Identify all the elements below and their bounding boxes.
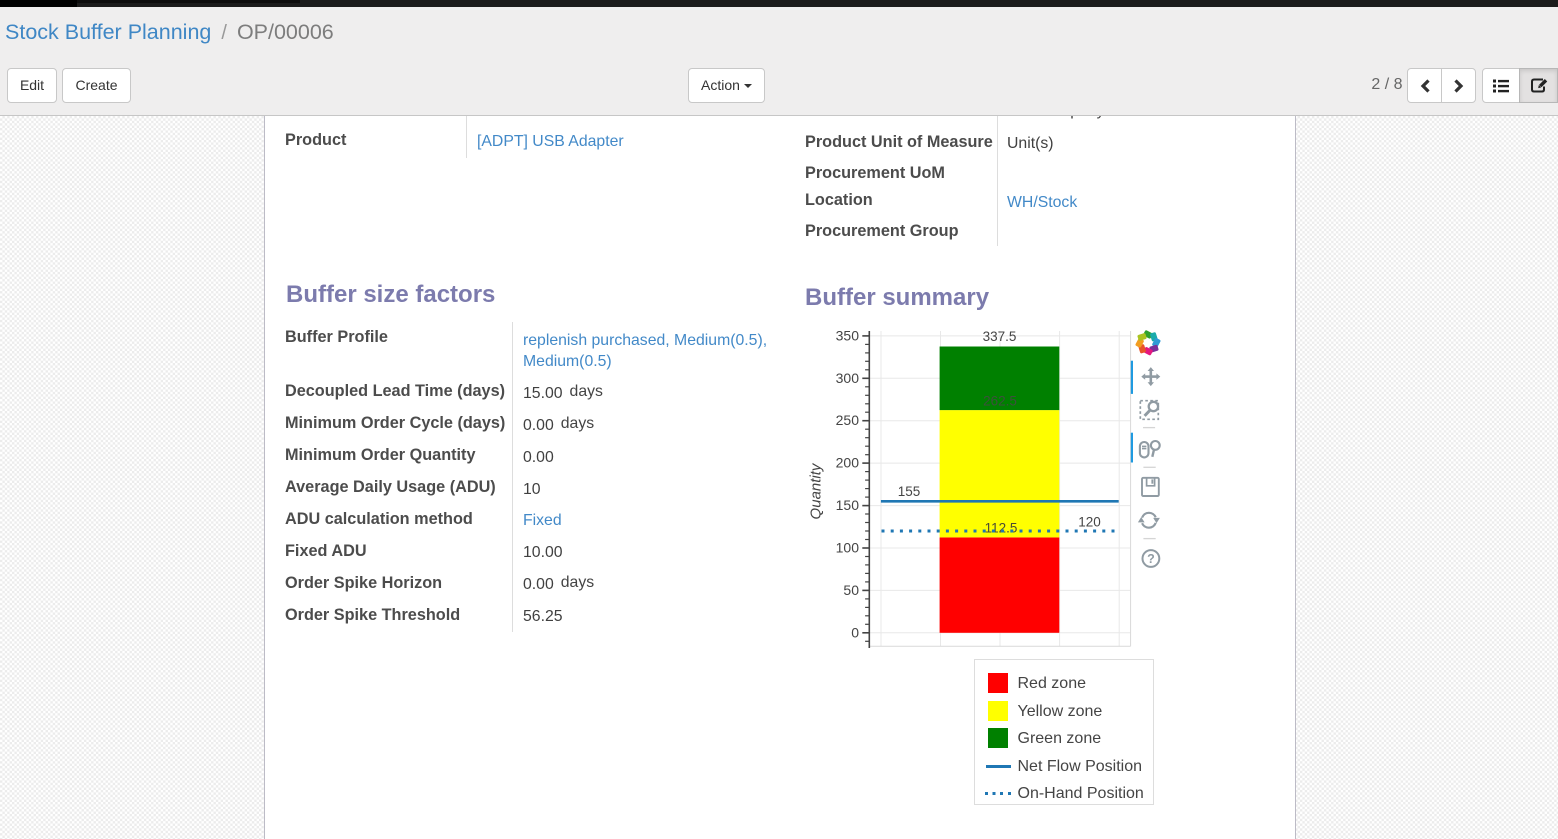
svg-text:0: 0	[851, 624, 859, 640]
svg-text:Quantity: Quantity	[808, 462, 825, 519]
svg-text:155: 155	[898, 484, 921, 499]
svg-text:120: 120	[1078, 515, 1101, 530]
svg-text:337.5: 337.5	[983, 329, 1017, 344]
svg-text:100: 100	[836, 540, 860, 556]
svg-text:300: 300	[836, 370, 860, 386]
svg-text:150: 150	[836, 497, 860, 513]
svg-text:350: 350	[836, 327, 860, 343]
svg-text:262.5: 262.5	[983, 394, 1017, 409]
svg-text:200: 200	[836, 455, 860, 471]
svg-text:50: 50	[843, 582, 859, 598]
svg-text:250: 250	[836, 412, 860, 428]
svg-text:?: ?	[1147, 552, 1155, 566]
svg-text:112.5: 112.5	[985, 521, 1018, 536]
